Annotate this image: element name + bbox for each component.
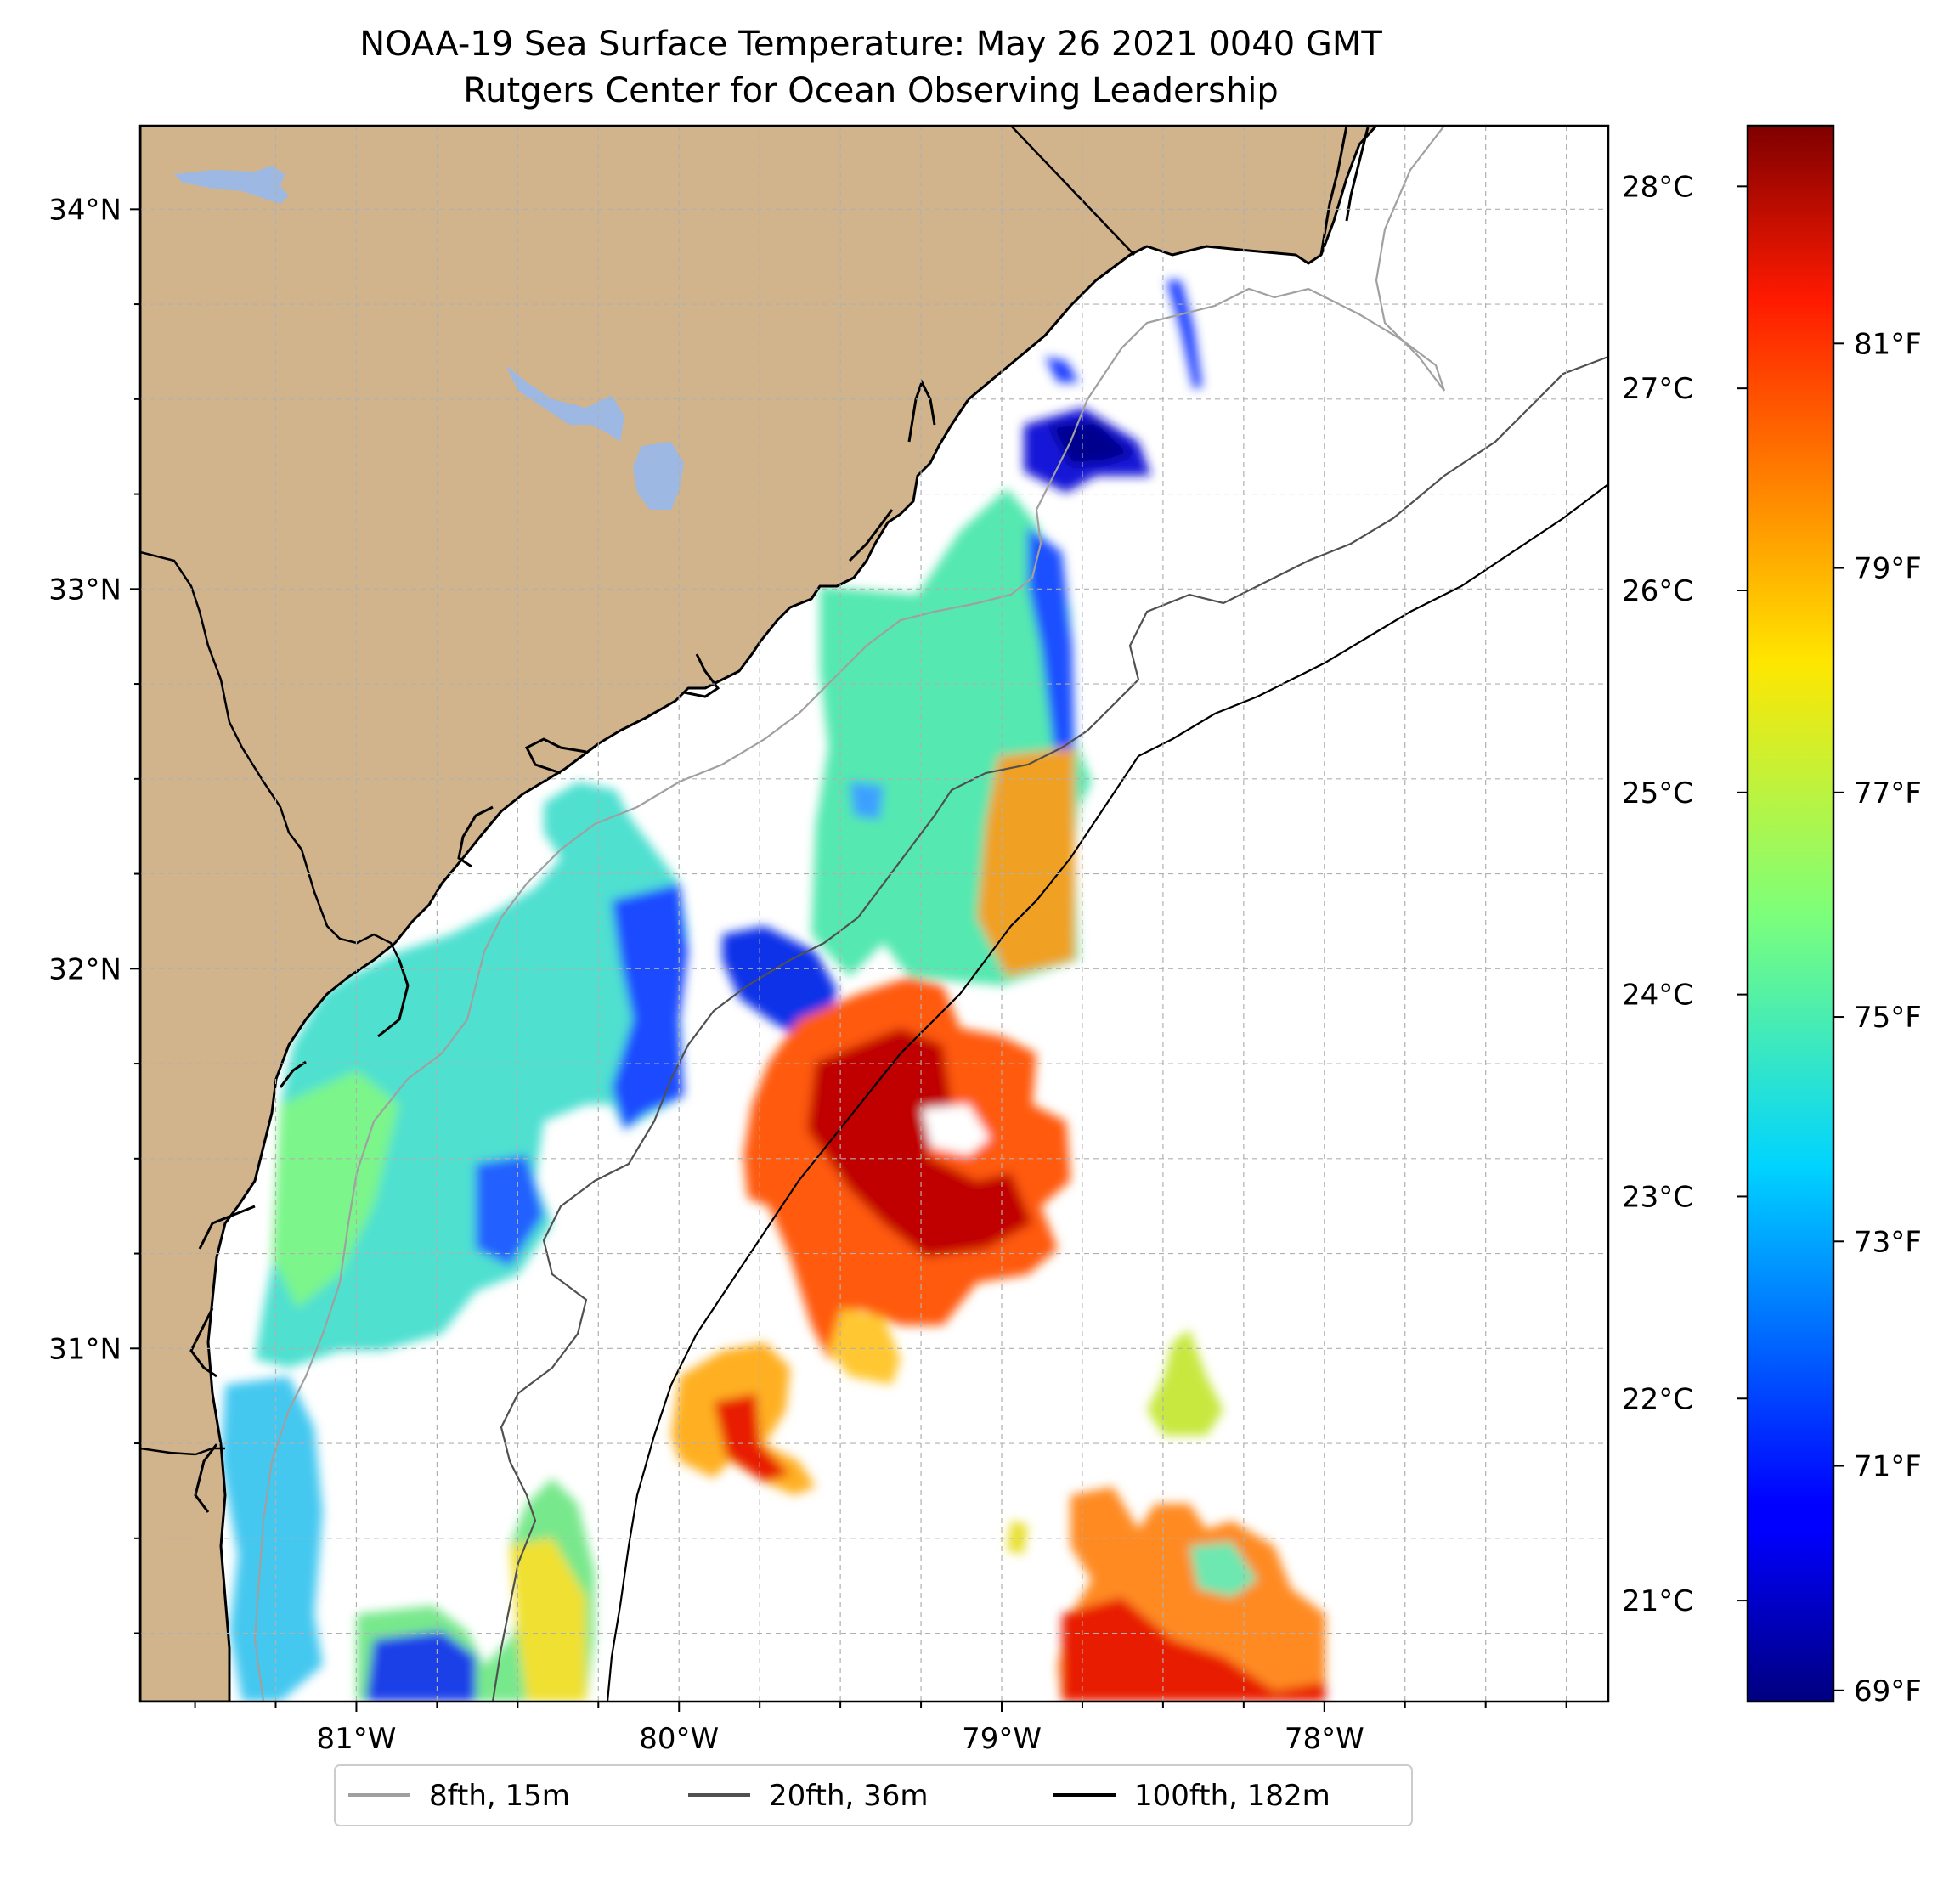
map-panel: 81°W 80°W 79°W 78°W 31°N 32°N 33°N 34°N bbox=[48, 124, 1610, 1756]
sst-patch-south-nearshore-blue2 bbox=[476, 1155, 544, 1266]
fahrenheit-tick-label: 71°F bbox=[1854, 1450, 1922, 1484]
sst-patch-south-offshore-1-core bbox=[714, 1393, 790, 1482]
sst-patch-gulfstream-core bbox=[807, 1028, 1032, 1257]
lake-moultrie bbox=[633, 442, 684, 510]
sst-patch-far-south-mid-blue bbox=[365, 1631, 476, 1702]
lat-tick-label: 32°N bbox=[48, 952, 121, 986]
celsius-tick-label: 24°C bbox=[1622, 979, 1693, 1013]
legend-label: 100fth, 182m bbox=[1134, 1779, 1330, 1813]
celsius-tick-label: 25°C bbox=[1622, 776, 1693, 810]
sst-patch-southeast-red bbox=[1062, 1597, 1325, 1702]
sst-patch-southeast-cool bbox=[1189, 1542, 1257, 1597]
isobaths bbox=[253, 126, 1608, 1702]
sst-data-layer bbox=[221, 280, 1325, 1702]
sst-patch-south-nearshore-blue bbox=[612, 884, 688, 1130]
land-area bbox=[140, 126, 1378, 1702]
colorbar: 21°C 22°C 23°C 24°C 25°C 26°C 27°C 28°C 69°F 71°… bbox=[1622, 124, 1922, 1708]
sst-patch-central-shelf-blue-edge bbox=[1028, 527, 1075, 756]
celsius-tick-label: 22°C bbox=[1622, 1382, 1693, 1416]
lon-tick-label: 81°W bbox=[317, 1722, 397, 1756]
gridlines bbox=[140, 126, 1608, 1702]
sst-patch-far-south-nearshore bbox=[221, 1376, 323, 1702]
sst-patch-gulfstream-hole bbox=[922, 1104, 990, 1155]
fahrenheit-tick-label: 77°F bbox=[1854, 776, 1922, 810]
legend-items: 8fth, 15m 20fth, 36m 100fth, 182m bbox=[348, 1779, 1330, 1813]
lon-tick-label: 80°W bbox=[639, 1722, 719, 1756]
isobath-100fth bbox=[606, 483, 1608, 1702]
celsius-tick-label: 27°C bbox=[1622, 372, 1693, 406]
sst-patch-north-cold-core bbox=[1049, 421, 1134, 466]
lon-tick-label: 79°W bbox=[962, 1722, 1042, 1756]
legend-label: 8fth, 15m bbox=[429, 1779, 570, 1813]
map-title-line1: NOAA-19 Sea Surface Temperature: May 26 … bbox=[359, 25, 1382, 64]
celsius-tick-label: 26°C bbox=[1622, 574, 1693, 608]
colorbar-fahrenheit-ticks: 69°F 71°F 73°F 75°F 77°F 79°F 81°F bbox=[1833, 327, 1922, 1708]
sst-patch-north-speck bbox=[1045, 357, 1079, 382]
lat-tick-label: 33°N bbox=[48, 573, 121, 607]
sst-patch-central-shelf-warm bbox=[977, 748, 1075, 977]
fahrenheit-tick-label: 69°F bbox=[1854, 1674, 1922, 1708]
boundary-nc-sc bbox=[1010, 126, 1135, 256]
map-frame bbox=[138, 124, 1610, 1703]
fahrenheit-tick-label: 79°F bbox=[1854, 552, 1922, 586]
legend-label: 20fth, 36m bbox=[769, 1779, 929, 1813]
legend-box bbox=[334, 1764, 1413, 1826]
colorbar-gradient bbox=[1746, 124, 1835, 1703]
lake-north bbox=[174, 166, 289, 204]
map-title-line2: Rutgers Center for Ocean Observing Leade… bbox=[463, 71, 1279, 110]
isobath-20fth bbox=[491, 355, 1608, 1702]
sst-patch-central-shelf-dot bbox=[850, 782, 884, 820]
sst-patch-north-sliver bbox=[1166, 280, 1202, 389]
fahrenheit-tick-label: 73°F bbox=[1854, 1225, 1922, 1259]
fahrenheit-tick-label: 75°F bbox=[1854, 1001, 1922, 1035]
celsius-tick-label: 21°C bbox=[1622, 1584, 1693, 1618]
lakes bbox=[174, 166, 684, 510]
lat-tick-label: 34°N bbox=[48, 193, 121, 227]
sst-patch-far-south-mid-yellow bbox=[510, 1538, 586, 1702]
colorbar-celsius-ticks: 21°C 22°C 23°C 24°C 25°C 26°C 27°C 28°C bbox=[1622, 170, 1748, 1618]
sst-patch-gulfstream-tail bbox=[828, 1308, 901, 1385]
sst-patch-east-small bbox=[1147, 1330, 1223, 1436]
celsius-tick-label: 23°C bbox=[1622, 1180, 1693, 1214]
celsius-tick-label: 28°C bbox=[1622, 170, 1693, 204]
fahrenheit-tick-label: 81°F bbox=[1854, 327, 1922, 361]
legend: 8fth, 15m 20fth, 36m 100fth, 182m bbox=[334, 1764, 1413, 1826]
sst-patch-mid-cold bbox=[722, 926, 837, 1041]
sst-patch-southeast-small bbox=[1007, 1521, 1028, 1555]
lon-tick-label: 78°W bbox=[1285, 1722, 1364, 1756]
sst-patch-south-nearshore-green bbox=[272, 1070, 399, 1308]
isobath-8fth bbox=[253, 126, 1446, 1702]
coastline-details bbox=[189, 126, 1370, 1513]
map-ticks: 81°W 80°W 79°W 78°W 31°N 32°N 33°N 34°N bbox=[48, 193, 1567, 1756]
lake-marion bbox=[506, 365, 624, 442]
lat-tick-label: 31°N bbox=[48, 1332, 121, 1366]
